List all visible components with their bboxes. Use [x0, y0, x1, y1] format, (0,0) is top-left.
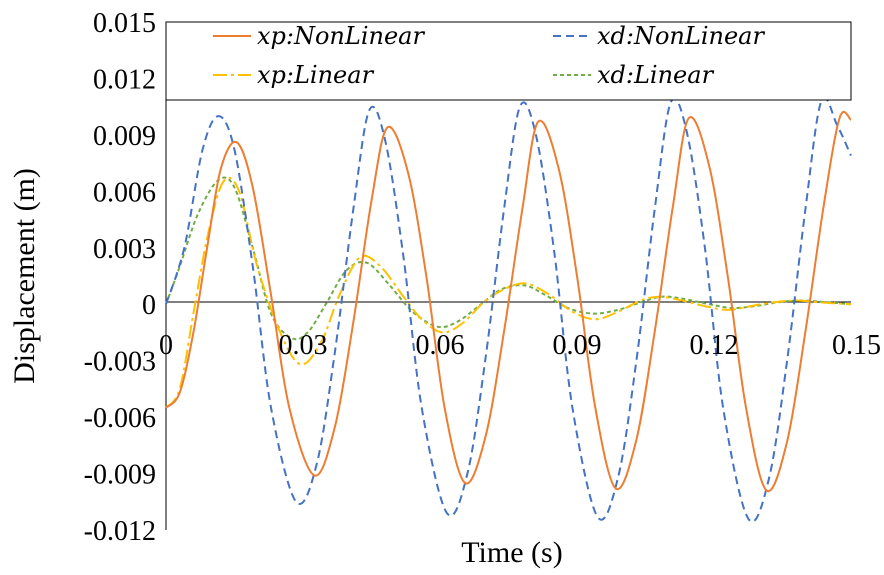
x-tick-labels: 0 0.03 0.06 0.09 0.12 0.15: [159, 330, 881, 361]
legend-box: [165, 21, 852, 101]
y-tick-label: -0.003: [84, 347, 156, 378]
legend-label: xp:Linear: [257, 61, 375, 89]
y-tick-label: 0: [142, 290, 156, 321]
y-tick-label: -0.012: [84, 516, 156, 547]
y-axis-title: Displacement (m): [8, 168, 41, 384]
x-tick-label: 0.09: [553, 330, 602, 361]
series-line-xp-nonlinear: [165, 111, 852, 493]
x-tick-label: 0.06: [416, 330, 465, 361]
series-line-xd-linear: [165, 176, 852, 341]
y-tick-label: -0.006: [84, 403, 156, 434]
legend-label: xp:NonLinear: [257, 22, 425, 50]
y-tick-label: -0.009: [84, 460, 156, 491]
series-line-xp-linear: [165, 176, 852, 409]
x-tick-label: 0.15: [832, 330, 881, 361]
y-tick-labels: 0.015 0.012 0.009 0.006 0.003 0 -0.003 -0.006 -0…: [84, 8, 156, 547]
series-line-xd-nonlinear: [165, 96, 852, 523]
y-tick-label: 0.015: [93, 8, 156, 39]
legend-label: xd:NonLinear: [597, 22, 765, 50]
legend: xp:NonLinear xd:NonLinear xp:Linear xd:Line…: [165, 21, 852, 101]
x-tick-label: 0: [159, 330, 173, 361]
y-tick-label: 0.012: [93, 64, 156, 95]
legend-label: xd:Linear: [597, 61, 715, 89]
x-axis-title: Time (s): [461, 536, 562, 569]
series-layer: [165, 96, 852, 523]
x-tick-label: 0.03: [279, 330, 328, 361]
y-tick-label: 0.006: [93, 177, 156, 208]
y-tick-label: 0.003: [93, 234, 156, 265]
y-tick-label: 0.009: [93, 121, 156, 152]
x-tick-label: 0.12: [690, 330, 739, 361]
